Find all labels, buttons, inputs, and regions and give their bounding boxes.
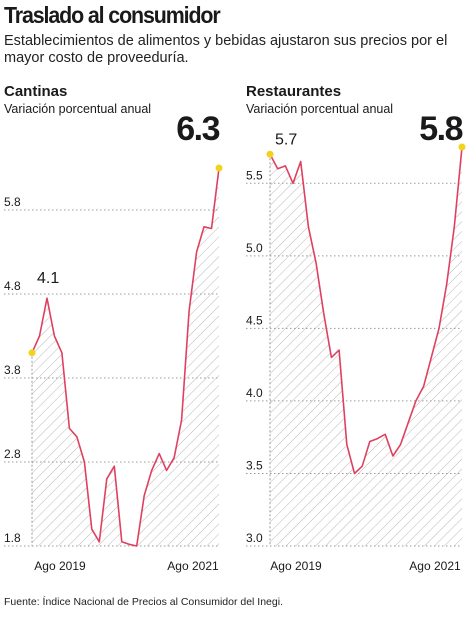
y-tick-label: 1.8 — [4, 531, 21, 545]
start-point — [28, 349, 36, 357]
chart-title: Cantinas — [4, 83, 67, 100]
y-tick-label: 2.8 — [4, 447, 21, 461]
area-fill — [32, 168, 219, 546]
y-tick-label: 3.5 — [246, 458, 263, 472]
y-tick-label: 4.0 — [246, 386, 263, 400]
end-point — [215, 164, 223, 172]
y-tick-label: 4.8 — [4, 279, 21, 293]
y-tick-label: 5.0 — [246, 241, 263, 255]
x-tick-label: Ago 2021 — [167, 559, 219, 573]
chart-subtitle: Variación porcentual anual — [246, 102, 393, 116]
page-subtitle: Establecimientos de alimentos y bebidas … — [4, 33, 448, 66]
source-note: Fuente: Índice Nacional de Precios al Co… — [4, 596, 283, 608]
y-tick-label: 5.8 — [4, 195, 21, 209]
end-value-label: 6.3 — [176, 110, 219, 148]
page-title: Traslado al consumidor — [4, 2, 221, 28]
y-tick-label: 3.0 — [246, 531, 263, 545]
chart-title: Restaurantes — [246, 83, 341, 100]
y-tick-label: 4.5 — [246, 313, 263, 327]
series-line — [269, 146, 463, 475]
chart-cantinas: Cantinas Variación porcentual anual 1.8 2… — [4, 83, 223, 573]
x-tick-label: Ago 2019 — [34, 559, 86, 573]
x-tick-label: Ago 2021 — [409, 559, 461, 573]
start-point — [266, 150, 274, 158]
y-tick-label: 3.8 — [4, 363, 21, 377]
y-tick-label: 5.5 — [246, 168, 263, 182]
chart-subtitle: Variación porcentual anual — [4, 102, 151, 116]
chart-restaurantes: Restaurantes Variación porcentual anual … — [246, 83, 466, 573]
area-fill — [270, 147, 462, 546]
start-value-label: 4.1 — [37, 270, 59, 287]
end-value-label: 5.8 — [419, 110, 462, 148]
start-value-label: 5.7 — [275, 131, 297, 148]
x-tick-label: Ago 2019 — [270, 559, 322, 573]
end-point — [458, 143, 466, 151]
series-line — [31, 167, 220, 547]
